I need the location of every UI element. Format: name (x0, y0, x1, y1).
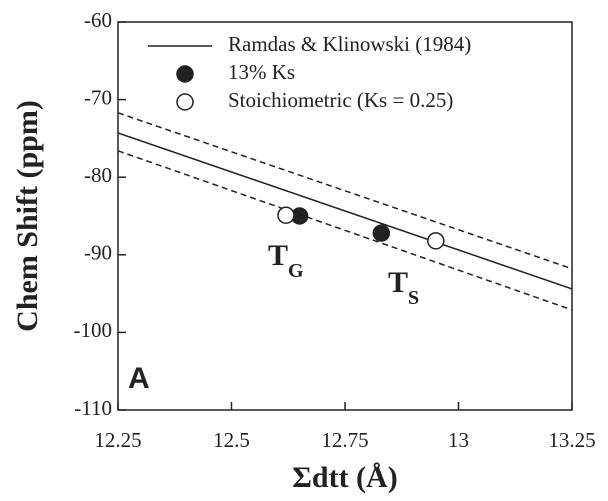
annotation-text: T (268, 239, 288, 272)
x-tick-label: 12.25 (94, 428, 141, 452)
annotation: TS (388, 266, 419, 309)
x-tick-label: 13 (448, 428, 469, 452)
x-tick-label: 12.75 (321, 428, 368, 452)
annotation: TG (268, 239, 304, 282)
y-tick-label: -60 (84, 8, 112, 32)
point (427, 232, 445, 250)
line (117, 150, 573, 311)
legend-label: Ramdas & Klinowski (1984) (228, 32, 471, 56)
legend-label: 13% Ks (228, 60, 295, 84)
y-axis-title: Chem Shift (ppm) (11, 100, 44, 332)
x-axis-title: Σdtt (Å) (292, 461, 397, 494)
annotation-subscript: G (288, 260, 304, 282)
line (117, 112, 573, 270)
x-tick-label: 13.25 (548, 428, 595, 452)
legend-label: Stoichiometric (Ks = 0.25) (228, 88, 453, 112)
y-tick-label: -80 (84, 163, 112, 187)
y-tick-label: -90 (84, 241, 112, 265)
annotation-subscript: S (408, 287, 419, 309)
y-tick-label: -110 (74, 396, 112, 420)
legend-swatch (176, 65, 194, 83)
annotation-text: A (128, 362, 150, 395)
point (277, 206, 295, 224)
annotation-text: T (388, 266, 408, 299)
point (372, 224, 391, 242)
x-tick-label: 12.5 (213, 428, 250, 452)
y-tick-label: -100 (74, 318, 113, 342)
legend-swatch (176, 93, 194, 111)
line (117, 132, 573, 290)
annotation: A (128, 362, 150, 395)
y-tick-label: -70 (84, 85, 112, 109)
